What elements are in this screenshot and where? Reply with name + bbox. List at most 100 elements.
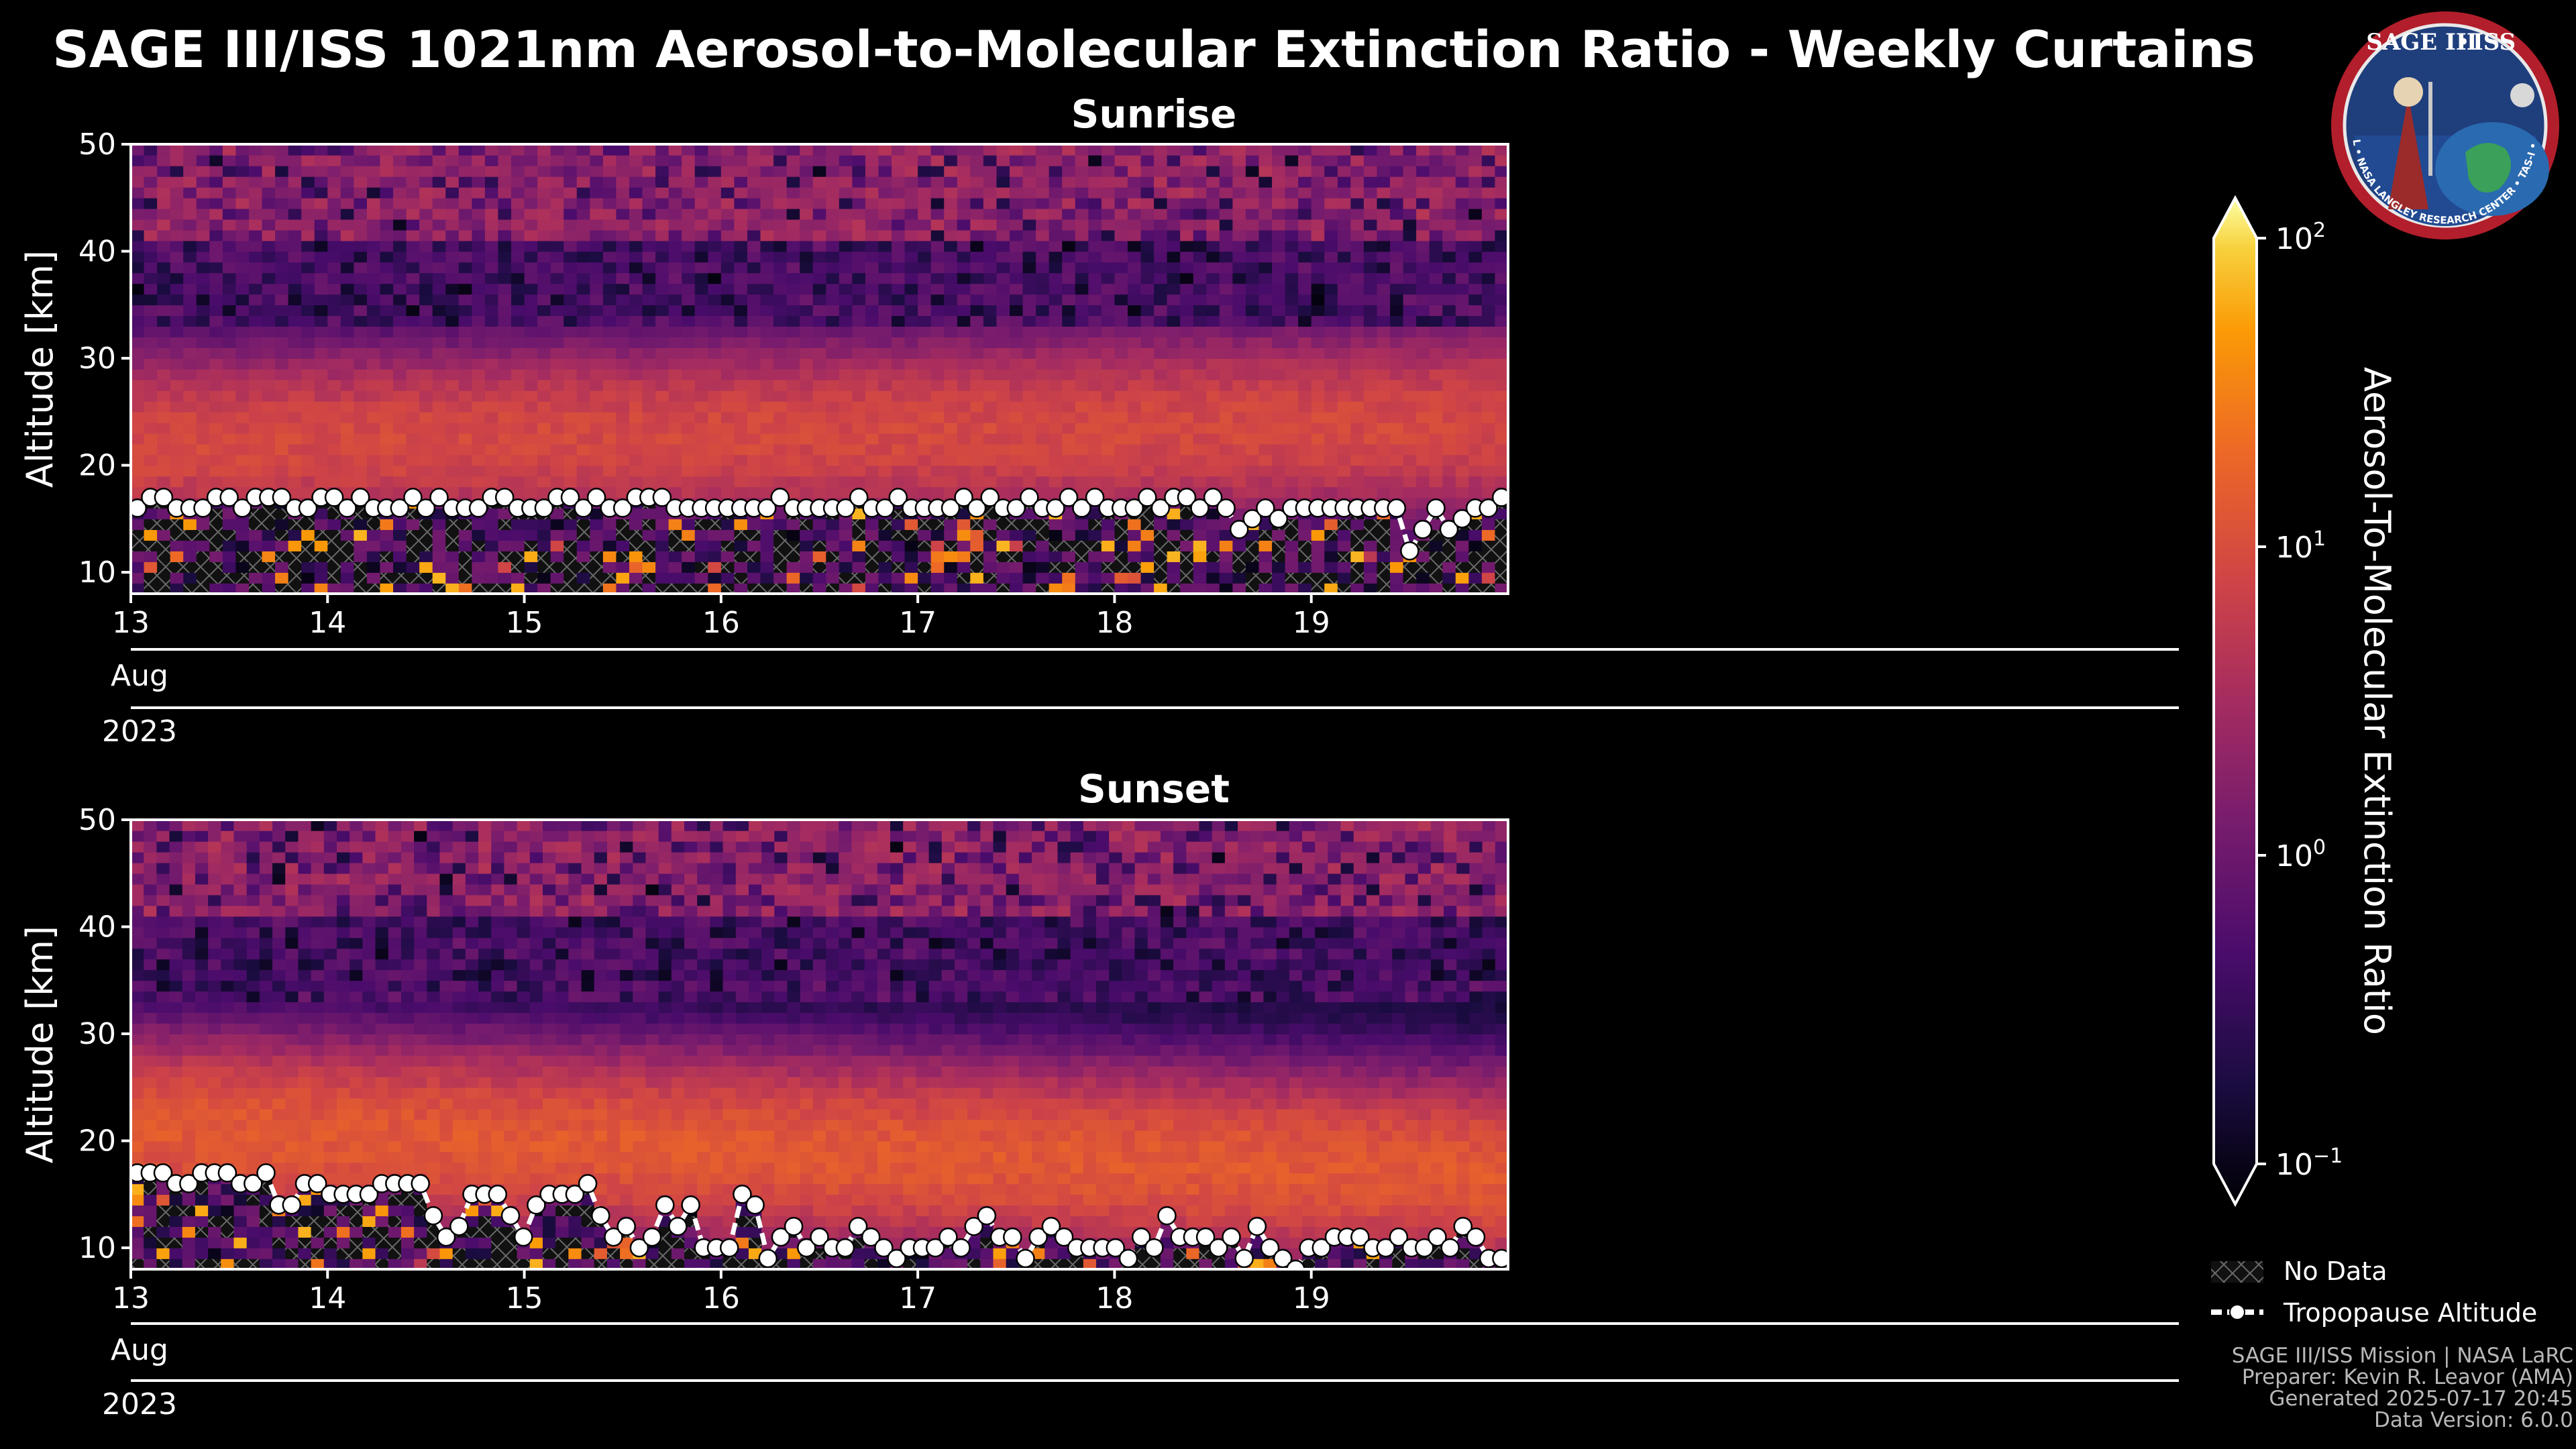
heatmap-cell xyxy=(1429,240,1444,252)
heatmap-cell xyxy=(144,400,158,413)
heatmap-cell xyxy=(996,262,1010,274)
heatmap-cell xyxy=(839,283,853,295)
heatmap-cell xyxy=(1245,476,1260,488)
heatmap-cell xyxy=(918,326,932,337)
heatmap-cell xyxy=(642,347,656,359)
heatmap-cell xyxy=(720,379,735,391)
heatmap-cell xyxy=(275,337,289,348)
heatmap-cell xyxy=(970,551,984,562)
heatmap-cell xyxy=(1075,208,1089,220)
heatmap-cell xyxy=(235,390,250,402)
heatmap-cell xyxy=(445,390,460,402)
heatmap-cell xyxy=(1455,433,1470,445)
heatmap-cell xyxy=(590,251,604,263)
heatmap-cell xyxy=(157,540,171,551)
heatmap-cell xyxy=(682,572,696,584)
heatmap-cell xyxy=(498,272,512,284)
heatmap-cell xyxy=(1114,443,1128,455)
heatmap-column xyxy=(182,820,196,1269)
heatmap-column xyxy=(708,144,722,594)
heatmap-cell xyxy=(1416,572,1430,584)
heatmap-cell xyxy=(327,508,341,520)
heatmap-cell xyxy=(1010,240,1024,252)
heatmap-cell xyxy=(445,519,460,531)
heatmap-cell xyxy=(537,294,551,306)
heatmap-cell xyxy=(1311,422,1326,434)
heatmap-cell xyxy=(157,529,171,541)
heatmap-cell xyxy=(157,379,171,391)
heatmap-cell xyxy=(327,326,341,337)
heatmap-cell xyxy=(852,583,866,594)
heatmap-cell xyxy=(602,465,617,477)
heatmap-cell xyxy=(1193,400,1208,413)
heatmap-cell xyxy=(366,561,381,573)
heatmap-cell xyxy=(1337,400,1352,413)
heatmap-cell xyxy=(248,443,263,455)
heatmap-cell xyxy=(1049,551,1063,562)
heatmap-cell xyxy=(1272,358,1286,370)
heatmap-cell xyxy=(564,583,578,594)
heatmap-cell xyxy=(1495,551,1508,562)
heatmap-cell xyxy=(996,422,1010,434)
heatmap-cell xyxy=(183,144,197,156)
heatmap-cell xyxy=(786,519,800,531)
heatmap-cell xyxy=(1127,561,1142,573)
heatmap-cell xyxy=(1010,572,1024,584)
heatmap-column xyxy=(222,144,237,594)
heatmap-cell xyxy=(144,1237,158,1248)
heatmap-cell xyxy=(144,937,158,949)
heatmap-cell xyxy=(1403,154,1417,166)
heatmap-cell xyxy=(800,465,814,477)
heatmap-cell xyxy=(511,519,525,531)
heatmap-cell xyxy=(1140,165,1155,177)
heatmap-cell xyxy=(1154,433,1168,445)
heatmap-cell xyxy=(1324,465,1338,477)
heatmap-cell xyxy=(720,476,735,488)
heatmap-cell xyxy=(131,1248,144,1259)
heatmap-cell xyxy=(419,411,433,423)
heatmap-cell xyxy=(800,400,814,413)
heatmap-cell xyxy=(1285,390,1299,402)
heatmap-cell xyxy=(366,454,381,466)
heatmap-cell xyxy=(1377,572,1391,584)
heatmap-cell xyxy=(1429,519,1444,531)
heatmap-cell xyxy=(484,315,499,327)
heatmap-cell xyxy=(694,337,709,348)
heatmap-cell xyxy=(144,1130,158,1142)
heatmap-cell xyxy=(235,465,250,477)
heatmap-cell xyxy=(169,959,183,971)
heatmap-cell xyxy=(169,894,183,906)
tropopause-marker xyxy=(1491,488,1508,507)
heatmap-cell xyxy=(1390,529,1404,541)
heatmap-cell xyxy=(616,529,630,541)
heatmap-cell xyxy=(616,337,630,348)
heatmap-cell xyxy=(694,208,709,220)
heatmap-cell xyxy=(812,379,827,391)
heatmap-cell xyxy=(590,229,604,241)
heatmap-cell xyxy=(996,358,1010,370)
heatmap-cell xyxy=(432,208,447,220)
heatmap-cell xyxy=(327,229,341,241)
heatmap-cell xyxy=(131,1023,144,1034)
heatmap-cell xyxy=(668,229,682,241)
heatmap-cell xyxy=(642,251,656,263)
heatmap-cell xyxy=(406,358,420,370)
heatmap-cell xyxy=(1049,540,1063,551)
heatmap-cell xyxy=(1285,154,1299,166)
heatmap-cell xyxy=(1416,369,1430,380)
heatmap-cell xyxy=(262,144,276,156)
heatmap-cell xyxy=(904,486,918,498)
heatmap-cell xyxy=(248,208,263,220)
heatmap-cell xyxy=(1206,262,1220,274)
heatmap-cell xyxy=(1429,283,1444,295)
heatmap-cell xyxy=(564,390,578,402)
heatmap-cell xyxy=(208,1130,222,1142)
heatmap-cell xyxy=(904,358,918,370)
heatmap-column xyxy=(800,144,814,594)
heatmap-cell xyxy=(602,583,617,594)
heatmap-cell xyxy=(393,251,407,263)
heatmap-cell xyxy=(144,144,158,156)
heatmap-cell xyxy=(262,176,276,188)
heatmap-cell xyxy=(1495,154,1508,166)
heatmap-cell xyxy=(1206,476,1220,488)
